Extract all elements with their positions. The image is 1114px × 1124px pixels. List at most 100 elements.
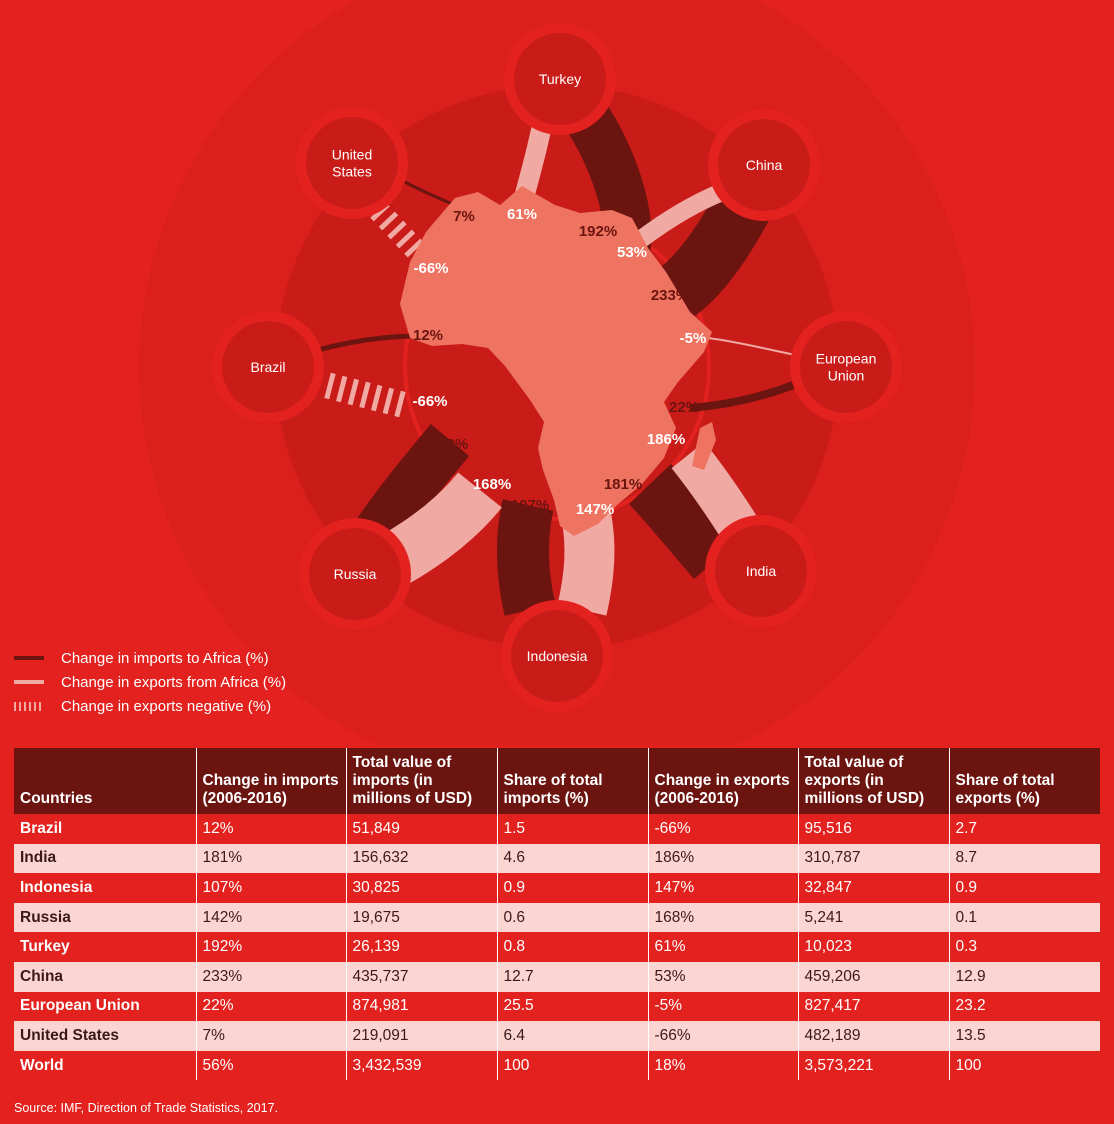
flow-negative-brazil-hatch [359,381,371,409]
export-label-china: 53% [617,244,647,261]
cell-export-value: 10,023 [798,932,950,962]
flow-negative-united-states-hatch [378,211,399,231]
cell-export-value: 459,206 [798,961,950,992]
cell-import-value: 51,849 [346,814,498,844]
cell-import-value: 3,432,539 [346,1050,498,1081]
import-label-indonesia: 107% [511,497,549,514]
flow-exports-china [634,183,726,248]
cell-export-change: 18% [648,1050,799,1081]
cell-country: European Union [14,991,197,1022]
import-label-brazil: 12% [413,327,443,344]
cell-import-value: 435,737 [346,961,498,992]
cell-country: China [14,961,197,992]
cell-export-change: 168% [648,902,799,933]
table-row: Turkey 192% 26,139 0.8 61% 10,023 0.3 [14,932,1100,962]
import-label-european-union: 22% [669,399,699,416]
cell-import-share: 0.8 [497,932,649,962]
node-label-united-states: United [332,147,372,163]
trade-table: Countries Change in imports (2006-2016) … [14,748,1100,1081]
table-row: United States 7% 219,091 6.4 -66% 482,18… [14,1021,1100,1051]
flow-negative-brazil-hatch [336,375,348,403]
legend-label-exports: Change in exports from Africa (%) [61,673,287,691]
column-header: Total value of exports (in millions of U… [798,748,950,814]
table-row: China 233% 435,737 12.7 53% 459,206 12.9 [14,961,1100,992]
flow-negative-brazil-hatch [371,384,383,412]
cell-import-share: 1.5 [497,814,649,844]
cell-export-change: 53% [648,961,799,992]
cell-country: Indonesia [14,873,197,903]
legend-label-imports: Change in imports to Africa (%) [61,649,269,667]
node-brazil-inner [222,321,314,413]
cell-export-change: 186% [648,843,799,874]
cell-export-value: 32,847 [798,873,950,903]
cell-export-change: -66% [648,814,799,844]
flow-negative-brazil-hatch [347,378,359,406]
cell-import-value: 19,675 [346,902,498,933]
legend-label-negative: Change in exports negative (%) [61,697,272,715]
export-label-india: 186% [647,431,685,448]
node-indonesia-inner [511,610,603,702]
column-header: Countries [14,748,197,814]
cell-export-share: 8.7 [949,843,1100,874]
cell-import-value: 874,981 [346,991,498,1022]
cell-export-change: -5% [648,991,799,1022]
cell-import-value: 156,632 [346,843,498,874]
node-label-india: India [746,563,777,579]
cell-export-share: 100 [949,1050,1100,1081]
flow-negative-united-states-hatch [387,220,407,240]
flow-negative-united-states-hatch [395,229,416,249]
import-label-russia: 142% [430,436,468,453]
cell-country: Russia [14,902,197,933]
legend-item-negative: Change in exports negative (%) [14,694,286,718]
node-india-inner [715,525,807,617]
cell-country: Turkey [14,932,197,962]
export-label-brazil: -66% [412,393,447,410]
node-label-russia: Russia [334,566,377,582]
cell-import-change: 107% [196,873,347,903]
node-label-european-union: Union [828,368,865,384]
cell-import-change: 12% [196,814,347,844]
cell-country: Brazil [14,814,197,844]
import-label-india: 181% [604,476,642,493]
table-row: Indonesia 107% 30,825 0.9 147% 32,847 0.… [14,873,1100,903]
table-row: World 56% 3,432,539 100 18% 3,573,221 10… [14,1050,1100,1081]
import-label-united-states: 7% [453,208,475,225]
export-label-european-union: -5% [680,330,707,347]
legend-swatch-exports [14,680,44,684]
export-label-turkey: 61% [507,206,537,223]
table-row: European Union 22% 874,981 25.5 -5% 827,… [14,991,1100,1022]
cell-country: India [14,843,197,874]
flow-imports-indonesia [496,499,556,616]
column-header: Share of total exports (%) [949,748,1100,814]
node-label-indonesia: Indonesia [527,648,588,664]
cell-import-share: 0.9 [497,873,649,903]
africa-shape [400,186,712,536]
column-header: Share of total imports (%) [497,748,649,814]
cell-import-change: 192% [196,932,347,962]
cell-import-change: 22% [196,991,347,1022]
cell-import-value: 30,825 [346,873,498,903]
cell-export-value: 5,241 [798,902,950,933]
import-label-china: 233% [651,287,689,304]
table-row: Russia 142% 19,675 0.6 168% 5,241 0.1 [14,902,1100,933]
flow-exports-european-union [707,337,801,357]
value-labels-layer: 192% 61% 233% 53% 22% -5% 181% 186% 107% 147% 142%… [412,206,706,518]
cell-export-share: 2.7 [949,814,1100,844]
node-label-brazil: Brazil [250,359,285,375]
cell-import-change: 56% [196,1050,347,1081]
cell-export-change: -66% [648,1021,799,1051]
cell-export-share: 12.9 [949,961,1100,992]
cell-export-share: 0.9 [949,873,1100,903]
cell-export-share: 23.2 [949,991,1100,1022]
flow-negative-united-states-hatch [404,238,424,258]
node-label-united-states: States [332,164,372,180]
node-united-states-inner [306,117,398,209]
cell-export-value: 3,573,221 [798,1050,950,1081]
flow-imports-india [628,464,738,579]
cell-import-share: 6.4 [497,1021,649,1051]
cell-import-change: 233% [196,961,347,992]
cell-export-value: 95,516 [798,814,950,844]
cell-export-change: 61% [648,932,799,962]
import-label-turkey: 192% [579,223,617,240]
